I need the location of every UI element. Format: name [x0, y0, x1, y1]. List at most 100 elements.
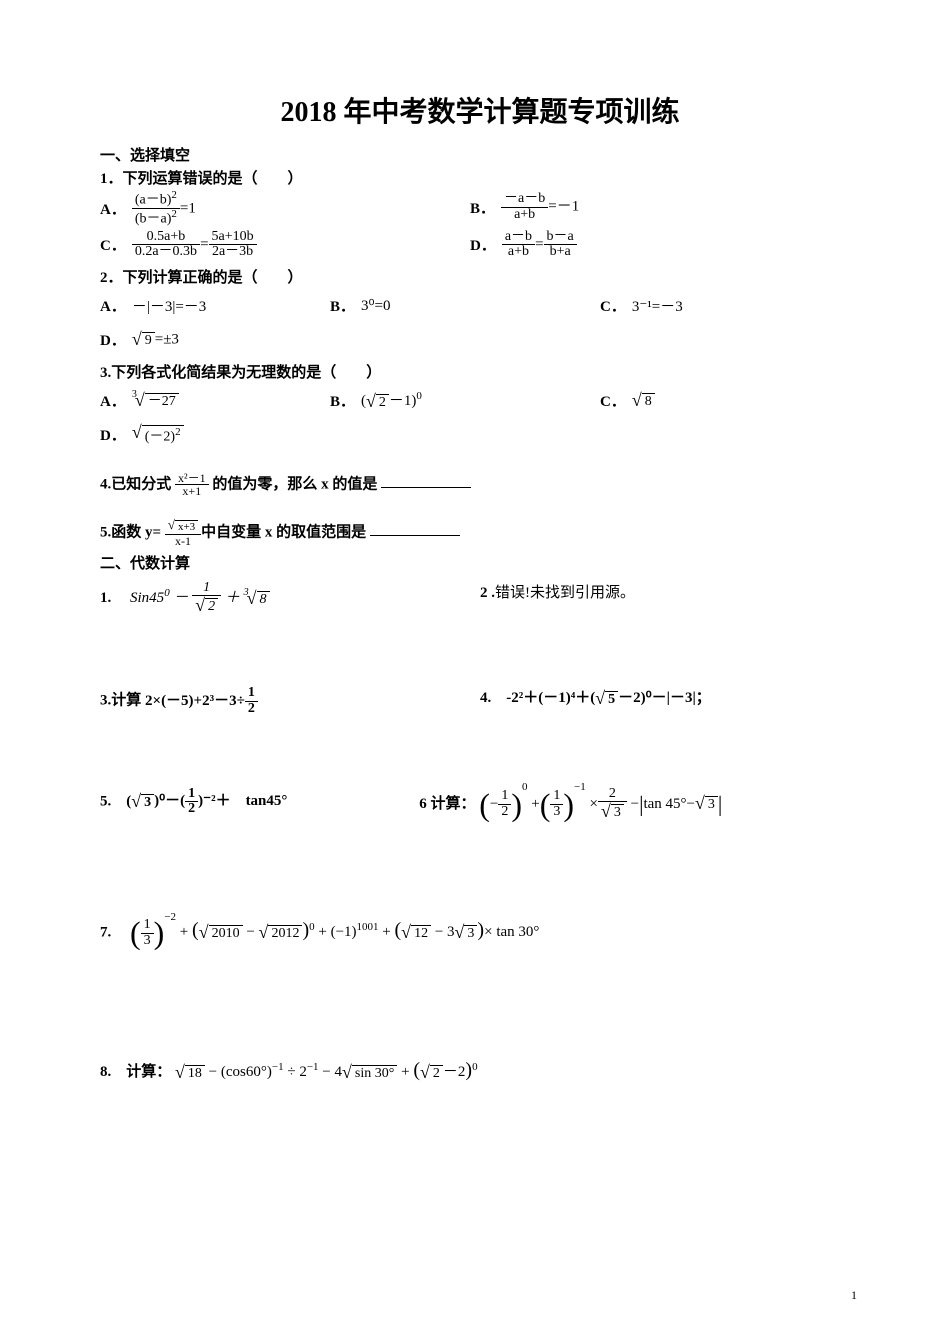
q4-post: 的值为零，那么 x 的值是	[212, 476, 377, 492]
p1-fn: 1	[192, 581, 221, 597]
q1d-d2: b+a	[544, 245, 577, 260]
q5-blank[interactable]	[370, 521, 460, 536]
q2-choice-c: C．3⁻¹=－3	[600, 289, 800, 323]
q3d-body: (－2)	[145, 430, 175, 445]
q5-den: x-1	[165, 535, 201, 548]
q1b-eq: =－1	[548, 198, 579, 214]
p5-m1: )⁰－(	[154, 793, 185, 809]
q1-choice-a: A． (a－b)2 (b－a)2 =1	[100, 190, 470, 228]
q2-choice-b: B．3⁰=0	[330, 289, 600, 323]
p4-e1: -2²＋(－1)⁴＋(	[506, 690, 595, 706]
q3-stem: 3.下列各式化简结果为无理数的是（ ）	[100, 361, 860, 382]
q1-choice-d: D． a－b a+b = b－a b+a	[470, 228, 840, 262]
q5-pre: 5.函数 y=	[100, 524, 161, 540]
q3b-body: 2	[376, 394, 389, 412]
p5-r1: 3	[141, 794, 154, 812]
q3-choice-d: D． √(－2)2	[100, 418, 184, 452]
p8-sin: sin 30°	[352, 1065, 397, 1083]
p1-sin: Sin45	[130, 590, 164, 606]
p6-f1d: 2	[498, 805, 511, 820]
q1b-den: a+b	[501, 208, 548, 223]
q3b-tail: －1	[389, 393, 412, 409]
p7-f1n: 1	[141, 918, 154, 934]
row-p1-p2: 1. Sin450 － 1 √2 ＋ 3√8 2 .错误!未找到引用源。	[100, 581, 860, 616]
p2-text: 错误!未找到引用源。	[495, 585, 635, 601]
q3c: 8	[642, 393, 655, 411]
p8-lab: 8. 计算：	[100, 1064, 171, 1080]
p5-m2: )⁻²＋ tan45°	[198, 793, 287, 809]
p5-fd: 2	[185, 802, 198, 817]
p4: 4. -2²＋(－1)⁴＋(√5－2)⁰－|－3|；	[480, 686, 860, 708]
q3b-exp: 0	[416, 390, 422, 402]
p6-tr: 3	[705, 796, 718, 814]
row-p3-p4: 3.计算 2×(－5)+2³－3÷12 4. -2²＋(－1)⁴＋(√5－2)⁰…	[100, 686, 860, 716]
p3-fn: 1	[245, 686, 258, 702]
p8-r2: 2	[430, 1065, 443, 1083]
q4: 4.已知分式 x²－1 x+1 的值为零，那么 x 的值是	[100, 472, 860, 498]
p5-lab: 5. (	[100, 793, 131, 809]
q5-numr: x+3	[175, 520, 198, 534]
p1-r: 8	[257, 591, 270, 609]
q3-choice-b: B． (√2－1)0	[330, 384, 600, 418]
q1-choices: A． (a－b)2 (b－a)2 =1 B． －a－b a+b =－1 C． 0	[100, 190, 860, 262]
page-title: 2018 年中考数学计算题专项训练	[100, 90, 860, 130]
p7-r3: 12	[411, 925, 431, 943]
q3-choice-c: C． √8	[600, 384, 800, 418]
q1-choice-b: B． －a－b a+b =－1	[470, 190, 840, 224]
section-1-heading: 一、选择填空	[100, 144, 860, 165]
p6-tan: tan 45°	[643, 796, 686, 812]
p6-lab: 6 计算：	[419, 796, 475, 812]
p7-tan: tan 30°	[496, 924, 539, 940]
q2-choice-d: D． √9=±3	[100, 323, 179, 357]
q1c-d1: 0.2a－0.3b	[132, 245, 200, 260]
q1c-n1: 0.5a+b	[132, 230, 200, 246]
p2: 2 .错误!未找到引用源。	[480, 581, 860, 602]
q4-num: x²－1	[175, 472, 209, 486]
q2-choice-a: A．－|－3|=－3	[100, 289, 330, 323]
q3a: －27	[145, 393, 179, 411]
q3d-exp: 2	[175, 426, 181, 438]
p5: 5. (√3)⁰－(12)⁻²＋ tan45°	[100, 787, 419, 817]
q5-post: 中自变量 x 的取值范围是	[201, 524, 366, 540]
q5: 5.函数 y= √x+3 x-1 中自变量 x 的取值范围是	[100, 518, 860, 548]
p7-f1d: 3	[141, 934, 154, 949]
q2-choices: A．－|－3|=－3 B．3⁰=0 C．3⁻¹=－3 D． √9=±3	[100, 289, 860, 357]
q4-blank[interactable]	[381, 473, 471, 488]
p8-tail: －2	[443, 1064, 466, 1080]
q2-stem: 2．下列计算正确的是（ ）	[100, 266, 860, 287]
p1-fd: 2	[205, 598, 218, 616]
p6-f2d: 3	[550, 805, 563, 820]
q1c-n2: 5a+10b	[209, 230, 257, 246]
p7-e1001: 1001	[357, 921, 379, 933]
p6-f2n: 1	[550, 789, 563, 805]
q3-choice-a: A． 3√－27	[100, 384, 330, 418]
p3-lab: 3.计算	[100, 693, 145, 709]
p7-lab: 7.	[100, 924, 111, 940]
q1c-d2: 2a－3b	[209, 245, 257, 260]
q1-choice-c: C． 0.5a+b 0.2a－0.3b = 5a+10b 2a－3b	[100, 228, 470, 262]
p4-r: 5	[605, 691, 618, 709]
p2-lab: 2 .	[480, 585, 495, 601]
p6-f3d: 3	[611, 804, 624, 822]
p3-expr: 2×(－5)+2³－3÷	[145, 693, 245, 709]
p8-cos: cos60°	[226, 1064, 267, 1080]
p5-fn: 1	[185, 787, 198, 803]
p1: 1. Sin450 － 1 √2 ＋ 3√8	[100, 581, 480, 616]
p7-r2: 2012	[268, 925, 302, 943]
p4-lab: 4.	[480, 690, 506, 706]
q2d-eq: =±3	[155, 331, 179, 347]
p1-lab: 1.	[100, 590, 111, 606]
q1b-num: －a－b	[501, 192, 548, 208]
q2a: －|－3|=－3	[132, 295, 206, 316]
page-number: 1	[851, 1288, 857, 1303]
p3: 3.计算 2×(－5)+2³－3÷12	[100, 686, 480, 716]
q1d-d1: a+b	[502, 245, 535, 260]
p8: 8. 计算： √18 − (cos60°)−1 ÷ 2−1 − 4√sin 30…	[100, 1059, 860, 1082]
q2d-body: 9	[142, 332, 155, 350]
p8-r1: 18	[185, 1065, 205, 1083]
q2c: 3⁻¹=－3	[632, 295, 683, 316]
p1-plus: ＋	[225, 590, 240, 606]
p7: 7. (13)−2 + (√2010 − √2012)0 + (−1)1001 …	[100, 917, 860, 949]
q1a-eq: =1	[180, 200, 196, 216]
q3-choices: A． 3√－27 B． (√2－1)0 C． √8 D． √(－2)2	[100, 384, 860, 452]
